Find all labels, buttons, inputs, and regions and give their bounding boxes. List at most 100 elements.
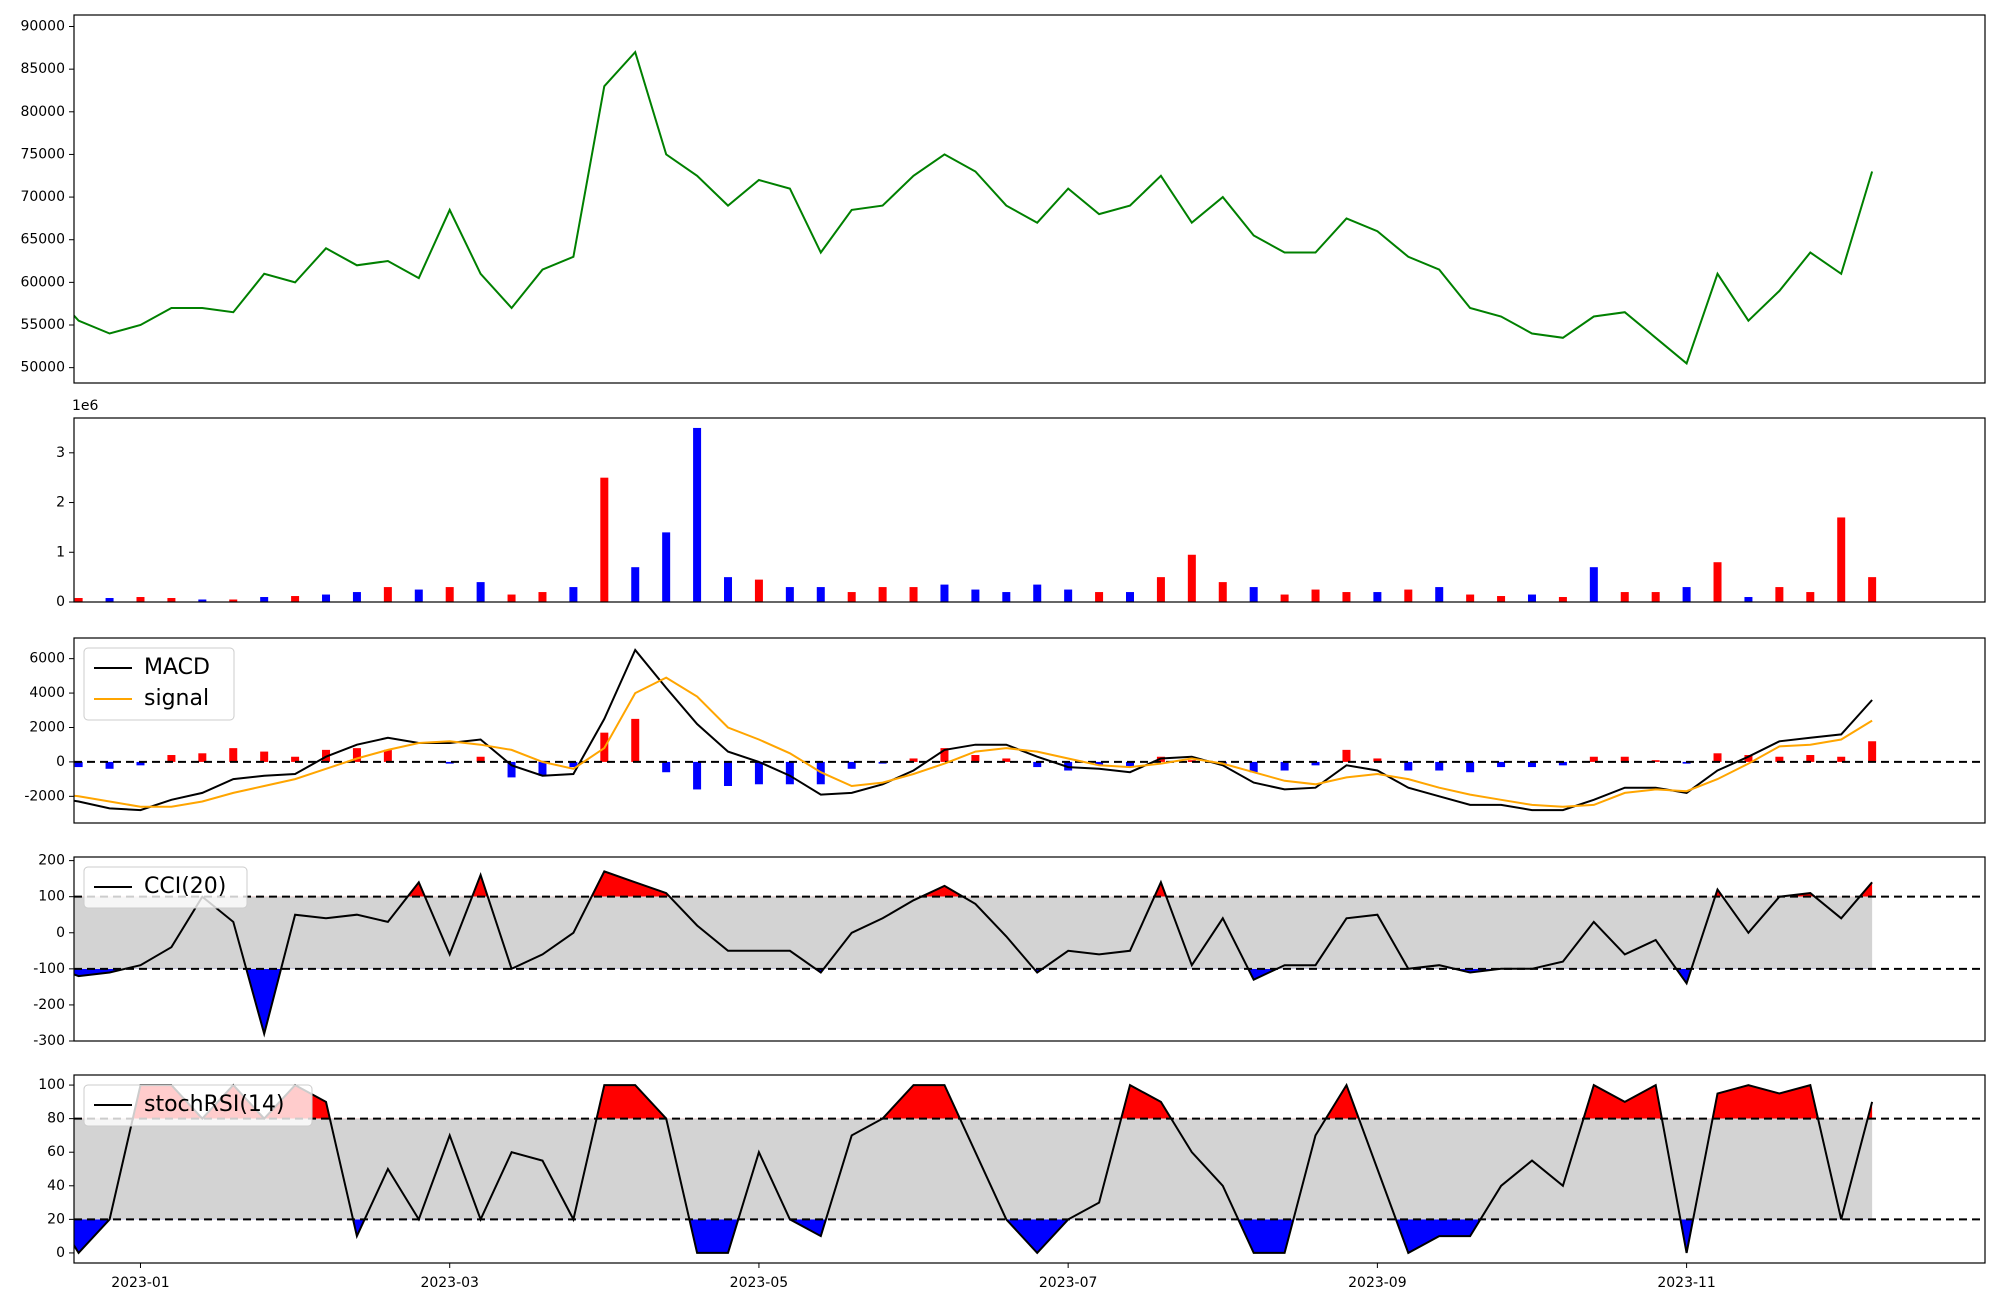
volume-bar — [105, 598, 114, 602]
histogram-bar — [476, 756, 485, 762]
y-tick-label: 100 — [38, 1077, 65, 1093]
volume-bar — [1218, 582, 1227, 602]
histogram-bar — [1033, 761, 1042, 768]
axes-frame — [73, 637, 1986, 824]
volume-bar — [909, 587, 918, 602]
volume-bar — [445, 587, 454, 602]
volume-bar — [1589, 567, 1598, 602]
y-tick-label: 50000 — [20, 360, 65, 376]
volume-bar — [1187, 554, 1196, 602]
histogram-bar — [847, 761, 856, 769]
x-tick-label: 2023-11 — [1657, 1275, 1716, 1291]
histogram-bar — [198, 753, 207, 762]
histogram-bar — [1558, 761, 1567, 766]
y-tick-label: 40 — [47, 1178, 65, 1194]
volume-bar — [754, 579, 763, 602]
panel — [74, 870, 1985, 1038]
volume-bar — [507, 594, 516, 602]
volume-bar — [1527, 594, 1536, 602]
volume-bar — [1744, 597, 1753, 602]
histogram-bar — [507, 761, 516, 778]
series-line — [74, 870, 1873, 1038]
volume-bar — [662, 532, 671, 602]
y-tick-label: 0 — [56, 754, 65, 770]
volume-bar — [693, 427, 702, 602]
y-tick-label: 3 — [56, 445, 65, 461]
y-tick-label: -100 — [33, 961, 65, 977]
y-tick-label: 80 — [47, 1111, 65, 1127]
volume-bar — [724, 577, 733, 602]
legend-box — [83, 1084, 313, 1127]
volume-bar — [74, 598, 83, 602]
histogram-bar — [1342, 749, 1351, 762]
volume-bar — [1342, 592, 1351, 602]
axes-frame — [73, 14, 1986, 384]
histogram-bar — [229, 748, 238, 762]
volume-bar — [1404, 589, 1413, 602]
y-tick-label: 6000 — [29, 651, 65, 667]
histogram-bar — [1837, 756, 1846, 762]
histogram-bar — [1095, 761, 1104, 766]
histogram-bar — [1620, 756, 1629, 762]
legend-label: stochRSI(14) — [144, 1092, 285, 1117]
volume-bar — [352, 592, 361, 602]
y-tick-label: 55000 — [20, 317, 65, 333]
histogram-bar — [1311, 761, 1320, 766]
y-tick-label: 2 — [56, 495, 65, 511]
histogram-bar — [662, 761, 671, 773]
histogram-bar — [1744, 755, 1753, 762]
y-tick-label: 85000 — [20, 61, 65, 77]
volume-bar — [229, 599, 238, 602]
volume-bar — [1095, 592, 1104, 602]
y-tick-label: 90000 — [20, 19, 65, 35]
volume-bar — [1868, 577, 1877, 602]
axes-frame — [73, 856, 1986, 1042]
legend-label: MACD — [144, 655, 210, 680]
volume-bar — [940, 584, 949, 602]
volume-bar — [631, 567, 640, 602]
histogram-bar — [105, 761, 114, 769]
y-tick-label: 0 — [56, 594, 65, 610]
y-tick-label: 20 — [47, 1211, 65, 1227]
histogram-bar — [1497, 761, 1506, 768]
volume-bar — [816, 587, 825, 602]
volume-bar — [1064, 589, 1073, 602]
series-line — [74, 648, 1873, 812]
volume-bar — [1837, 517, 1846, 602]
volume-bar — [785, 587, 794, 602]
histogram-bar — [1527, 761, 1536, 768]
y-tick-label: 200 — [38, 853, 65, 869]
volume-bar — [600, 477, 609, 602]
volume-bar — [1002, 592, 1011, 602]
threshold-band — [74, 1118, 1873, 1220]
y-tick-label: 60 — [47, 1144, 65, 1160]
volume-bar — [414, 589, 423, 602]
offset-label: 1e6 — [72, 398, 99, 414]
legend-label: CCI(20) — [144, 874, 226, 899]
y-tick-label: 4000 — [29, 685, 65, 701]
y-tick-label: -2000 — [24, 788, 65, 804]
histogram-bar — [1806, 755, 1815, 762]
histogram-bar — [291, 756, 300, 762]
x-tick-label: 2023-05 — [730, 1275, 789, 1291]
volume-bar — [136, 597, 145, 602]
legend-box — [83, 647, 235, 721]
series-line — [74, 50, 1874, 366]
volume-bar — [1558, 597, 1567, 602]
histogram-bar — [1280, 761, 1289, 771]
panel — [74, 648, 1985, 812]
histogram-bar — [1651, 760, 1660, 762]
volume-bar — [1125, 592, 1134, 602]
histogram-bar — [1187, 760, 1196, 762]
volume-bar — [847, 592, 856, 602]
histogram-bar — [693, 761, 702, 790]
volume-bar — [1806, 592, 1815, 602]
volume-bar — [1249, 587, 1258, 602]
histogram-bar — [1125, 761, 1134, 768]
volume-bar — [1033, 584, 1042, 602]
series-line — [74, 676, 1873, 808]
histogram-bar — [1868, 741, 1877, 762]
volume-bar — [167, 598, 176, 602]
volume-bar — [1651, 592, 1660, 602]
